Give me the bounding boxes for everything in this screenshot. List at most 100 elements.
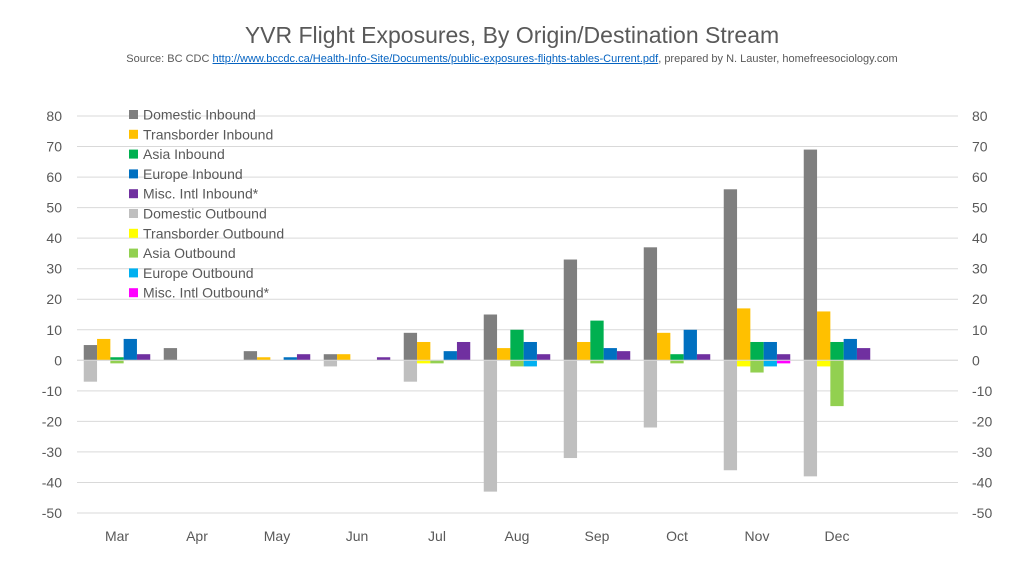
y-tick-label-left: 0 <box>54 352 62 368</box>
bar-asia-outbound-oct <box>670 360 684 364</box>
bar-asia-inbound-aug <box>510 329 524 361</box>
bar-europe-inbound-sep <box>603 348 617 361</box>
bar-misc-intl-inbound-sep <box>616 351 631 361</box>
bar-asia-inbound-mar <box>110 357 124 361</box>
x-tick-label: Nov <box>745 528 770 544</box>
x-tick-label: Jun <box>346 528 369 544</box>
y-tick-label-right: -20 <box>972 413 992 429</box>
legend-label: Misc. Intl Outbound* <box>143 285 270 301</box>
bar-domestic-inbound-nov <box>723 189 738 361</box>
y-tick-label-left: 30 <box>46 261 62 277</box>
bar-domestic-inbound-jul <box>403 332 418 361</box>
bar-domestic-inbound-jun <box>323 354 338 361</box>
legend-item[interactable]: Asia Outbound <box>129 245 236 261</box>
legend-swatch <box>129 149 138 159</box>
legend-item[interactable]: Misc. Intl Inbound* <box>129 186 259 202</box>
y-tick-label-right: -10 <box>972 383 992 399</box>
x-axis: Mar Apr May Jun Jul Aug Sep Oct Nov Dec <box>105 528 850 544</box>
bar-europe-outbound-nov <box>763 360 777 367</box>
y-tick-label-right: 80 <box>972 108 988 124</box>
bar-asia-outbound-nov <box>750 360 764 373</box>
legend-item[interactable]: Domestic Outbound <box>129 206 267 222</box>
legend-swatch <box>129 228 138 238</box>
y-tick-label-right: 20 <box>972 291 988 307</box>
legend-label: Europe Outbound <box>143 265 254 281</box>
legend-item[interactable]: Transborder Inbound <box>129 126 273 142</box>
source-link[interactable]: http://www.bccdc.ca/Health-Info-Site/Doc… <box>212 53 659 65</box>
legend-item[interactable]: Europe Outbound <box>129 265 254 281</box>
y-tick-label-right: 50 <box>972 200 988 216</box>
y-tick-label-right: 70 <box>972 139 988 155</box>
y-axis-right: 80 70 60 50 40 30 20 10 0 -10 -20 -30 -40 -50 <box>972 108 992 521</box>
bar-asia-inbound-oct <box>670 354 684 361</box>
legend-label: Asia Outbound <box>143 245 236 261</box>
bar-misc-intl-inbound-may <box>296 354 311 361</box>
x-tick-label: May <box>264 528 290 544</box>
bar-transborder-inbound-aug <box>497 348 511 361</box>
bar-domestic-inbound-apr <box>163 348 178 361</box>
legend: Domestic Inbound Transborder Inbound Asia … <box>129 107 284 301</box>
bar-transborder-inbound-jun <box>337 354 351 361</box>
bar-transborder-inbound-jul <box>417 341 431 361</box>
x-tick-label: Dec <box>825 528 850 544</box>
bar-europe-outbound-aug <box>523 360 537 367</box>
bar-domestic-inbound-mar <box>83 345 98 361</box>
bar-transborder-outbound-nov <box>737 360 751 367</box>
y-tick-label-right: 30 <box>972 261 988 277</box>
y-tick-label-left: 40 <box>46 230 62 246</box>
y-tick-label-left: -30 <box>42 444 62 460</box>
bar-misc-intl-inbound-mar <box>136 354 151 361</box>
legend-item[interactable]: Transborder Outbound <box>129 225 284 241</box>
y-axis-left: 80 70 60 50 40 30 20 10 0 -10 -20 -30 -40 -50 <box>42 108 62 521</box>
bar-transborder-inbound-oct <box>657 332 671 361</box>
y-tick-label-left: -20 <box>42 413 62 429</box>
bar-misc-intl-inbound-nov <box>776 354 791 361</box>
legend-item[interactable]: Domestic Inbound <box>129 107 256 123</box>
bar-domestic-outbound-nov <box>723 360 738 471</box>
bar-europe-inbound-nov <box>763 341 777 361</box>
bar-domestic-inbound-oct <box>643 247 658 361</box>
legend-label: Europe Inbound <box>143 166 243 182</box>
x-tick-label: Mar <box>105 528 129 544</box>
legend-swatch <box>129 129 138 139</box>
bar-europe-inbound-oct <box>683 329 697 361</box>
legend-item[interactable]: Europe Inbound <box>129 166 243 182</box>
bar-domestic-outbound-aug <box>483 360 498 492</box>
bar-misc-intl-inbound-dec <box>856 348 871 361</box>
bar-misc-intl-inbound-jun <box>376 357 391 361</box>
bar-domestic-inbound-aug <box>483 314 498 361</box>
bar-asia-inbound-dec <box>830 341 844 361</box>
legend-swatch <box>129 248 138 258</box>
bar-transborder-outbound-dec <box>817 360 831 367</box>
chart-subtitle: Source: BC CDC http://www.bccdc.ca/Healt… <box>0 53 1024 65</box>
y-tick-label-left: 20 <box>46 291 62 307</box>
chart-title: YVR Flight Exposures, By Origin/Destinat… <box>244 22 780 48</box>
bar-domestic-outbound-mar <box>83 360 98 382</box>
bar-europe-inbound-jul <box>443 351 457 361</box>
bar-asia-inbound-sep <box>590 320 604 361</box>
y-tick-label-right: 10 <box>972 322 988 338</box>
bar-domestic-inbound-sep <box>563 259 578 361</box>
y-tick-label-left: -40 <box>42 474 62 490</box>
bar-misc-intl-outbound-nov <box>776 360 791 364</box>
bar-europe-inbound-may <box>283 357 297 361</box>
y-tick-label-left: 50 <box>46 200 62 216</box>
bar-transborder-inbound-mar <box>97 338 111 361</box>
legend-item[interactable]: Misc. Intl Outbound* <box>129 285 270 301</box>
bar-transborder-inbound-nov <box>737 308 751 361</box>
bar-asia-outbound-aug <box>510 360 524 367</box>
bar-europe-inbound-dec <box>843 338 857 361</box>
bar-europe-inbound-mar <box>123 338 137 361</box>
y-tick-label-left: 70 <box>46 139 62 155</box>
legend-swatch <box>129 288 138 298</box>
y-tick-label-left: -50 <box>42 505 62 521</box>
bar-transborder-outbound-jul <box>417 360 431 364</box>
legend-swatch <box>129 169 138 179</box>
bar-asia-outbound-mar <box>110 360 124 364</box>
legend-item[interactable]: Asia Inbound <box>129 146 225 162</box>
bar-domestic-outbound-oct <box>643 360 658 428</box>
legend-label: Transborder Outbound <box>143 225 284 241</box>
bars <box>77 149 958 492</box>
x-tick-label: Oct <box>666 528 688 544</box>
y-tick-label-left: -10 <box>42 383 62 399</box>
